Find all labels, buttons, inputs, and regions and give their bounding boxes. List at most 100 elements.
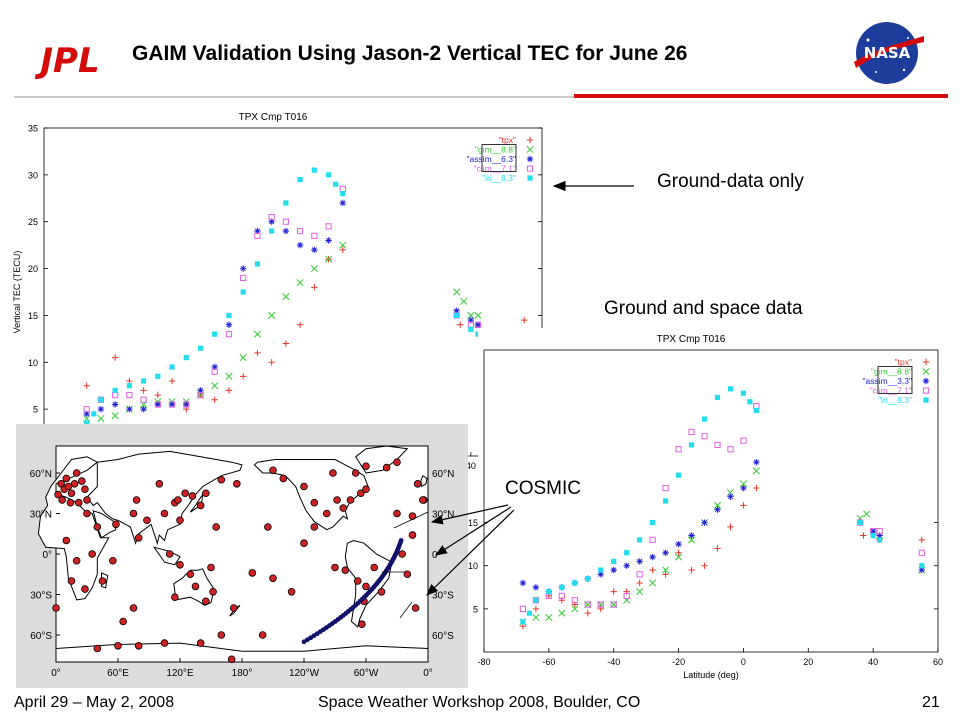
legend-label: "gim__8.8" bbox=[871, 367, 912, 377]
map-lon-label: 120°E bbox=[166, 668, 194, 679]
data-point bbox=[636, 588, 644, 596]
data-point bbox=[688, 566, 695, 574]
station-marker bbox=[248, 569, 257, 577]
data-point bbox=[112, 387, 118, 393]
data-point bbox=[83, 382, 90, 389]
slide-title: GAIM Validation Using Jason-2 Vertical T… bbox=[132, 42, 688, 65]
station-marker bbox=[72, 469, 81, 477]
x-tick-label: 0 bbox=[741, 657, 746, 667]
data-point bbox=[169, 364, 175, 370]
station-marker bbox=[377, 588, 386, 596]
station-marker bbox=[351, 469, 360, 477]
station-marker bbox=[176, 516, 184, 525]
station-marker bbox=[322, 509, 331, 518]
data-point bbox=[918, 536, 925, 544]
station-marker bbox=[217, 631, 226, 639]
data-point bbox=[325, 255, 333, 263]
station-marker bbox=[196, 639, 205, 647]
station-marker bbox=[207, 563, 215, 572]
legend-label: "iri__8.3" bbox=[482, 173, 516, 183]
vtec-chart-ground-only: TPX Cmp T01651015202530354060Vertical TE… bbox=[6, 100, 547, 472]
footer-page-number: 21 bbox=[922, 694, 940, 711]
data-point bbox=[197, 391, 204, 399]
station-marker bbox=[191, 582, 200, 591]
nasa-logo: NASA bbox=[854, 22, 924, 84]
data-point bbox=[240, 373, 247, 380]
station-marker bbox=[132, 496, 141, 504]
vtec-chart-ground-space: TPX Cmp T016 5 10 15 -80 -60 -40 -20 0 20 40 60 Lati… bbox=[468, 328, 950, 680]
data-point bbox=[675, 553, 683, 561]
station-marker bbox=[176, 561, 184, 569]
station-marker bbox=[382, 463, 391, 472]
data-point bbox=[111, 401, 119, 408]
map-lat-label-right: 60°N bbox=[432, 469, 454, 480]
data-point bbox=[197, 345, 204, 351]
x-tick-label: 20 bbox=[803, 657, 813, 667]
data-point bbox=[519, 605, 527, 612]
x-tick-label: -40 bbox=[607, 657, 620, 667]
station-marker bbox=[362, 582, 370, 591]
station-marker bbox=[64, 482, 73, 491]
data-point bbox=[268, 218, 275, 225]
station-marker bbox=[403, 570, 412, 579]
data-point bbox=[297, 227, 304, 235]
station-marker bbox=[134, 534, 143, 542]
station-marker bbox=[171, 593, 179, 602]
data-point bbox=[453, 288, 461, 296]
station-marker bbox=[54, 490, 62, 499]
data-point bbox=[727, 523, 734, 531]
data-point bbox=[610, 566, 617, 574]
station-marker bbox=[78, 477, 86, 485]
station-marker bbox=[393, 458, 401, 466]
annotation-ground-space: Ground and space data bbox=[604, 298, 803, 319]
station-marker bbox=[88, 550, 96, 558]
station-marker bbox=[217, 475, 226, 484]
station-marker bbox=[155, 479, 164, 488]
data-point bbox=[474, 311, 482, 319]
data-point bbox=[282, 218, 289, 225]
data-point bbox=[649, 566, 656, 574]
data-point bbox=[623, 562, 630, 569]
station-marker bbox=[188, 492, 197, 500]
data-point bbox=[268, 359, 275, 366]
data-point bbox=[283, 200, 289, 206]
data-point bbox=[225, 321, 233, 328]
data-point bbox=[714, 441, 721, 449]
data-point bbox=[91, 411, 97, 417]
station-marker bbox=[143, 516, 151, 525]
station-marker bbox=[81, 485, 89, 493]
data-point bbox=[474, 321, 482, 328]
station-marker bbox=[329, 469, 337, 477]
data-point bbox=[456, 321, 464, 328]
station-marker bbox=[229, 604, 238, 612]
data-point bbox=[211, 368, 218, 375]
data-point bbox=[311, 246, 318, 254]
chart-title: TPX Cmp T016 bbox=[657, 334, 726, 345]
data-point bbox=[546, 589, 552, 595]
legend-label: "gim__8.8" bbox=[475, 145, 516, 155]
station-marker bbox=[98, 577, 107, 585]
legend-highlight-box bbox=[481, 144, 517, 172]
data-point bbox=[714, 394, 721, 401]
station-marker bbox=[331, 563, 339, 572]
station-marker bbox=[62, 474, 71, 483]
map-lon-label: 60°E bbox=[107, 668, 129, 679]
station-marker bbox=[181, 489, 189, 498]
data-point bbox=[140, 405, 147, 413]
data-point bbox=[857, 519, 863, 526]
data-point bbox=[183, 355, 189, 361]
map-lon-label: 180° bbox=[232, 668, 253, 679]
station-marker bbox=[310, 498, 319, 507]
data-point bbox=[869, 528, 877, 535]
data-point bbox=[747, 399, 753, 405]
data-point bbox=[727, 493, 734, 500]
data-point bbox=[610, 601, 617, 608]
data-point bbox=[624, 550, 630, 556]
data-point bbox=[701, 416, 708, 422]
data-point bbox=[282, 293, 290, 301]
station-marker bbox=[212, 523, 220, 531]
data-point bbox=[467, 316, 475, 324]
station-marker bbox=[362, 462, 370, 471]
data-point bbox=[863, 510, 871, 518]
map-lat-label-right: 30°S bbox=[432, 591, 454, 602]
